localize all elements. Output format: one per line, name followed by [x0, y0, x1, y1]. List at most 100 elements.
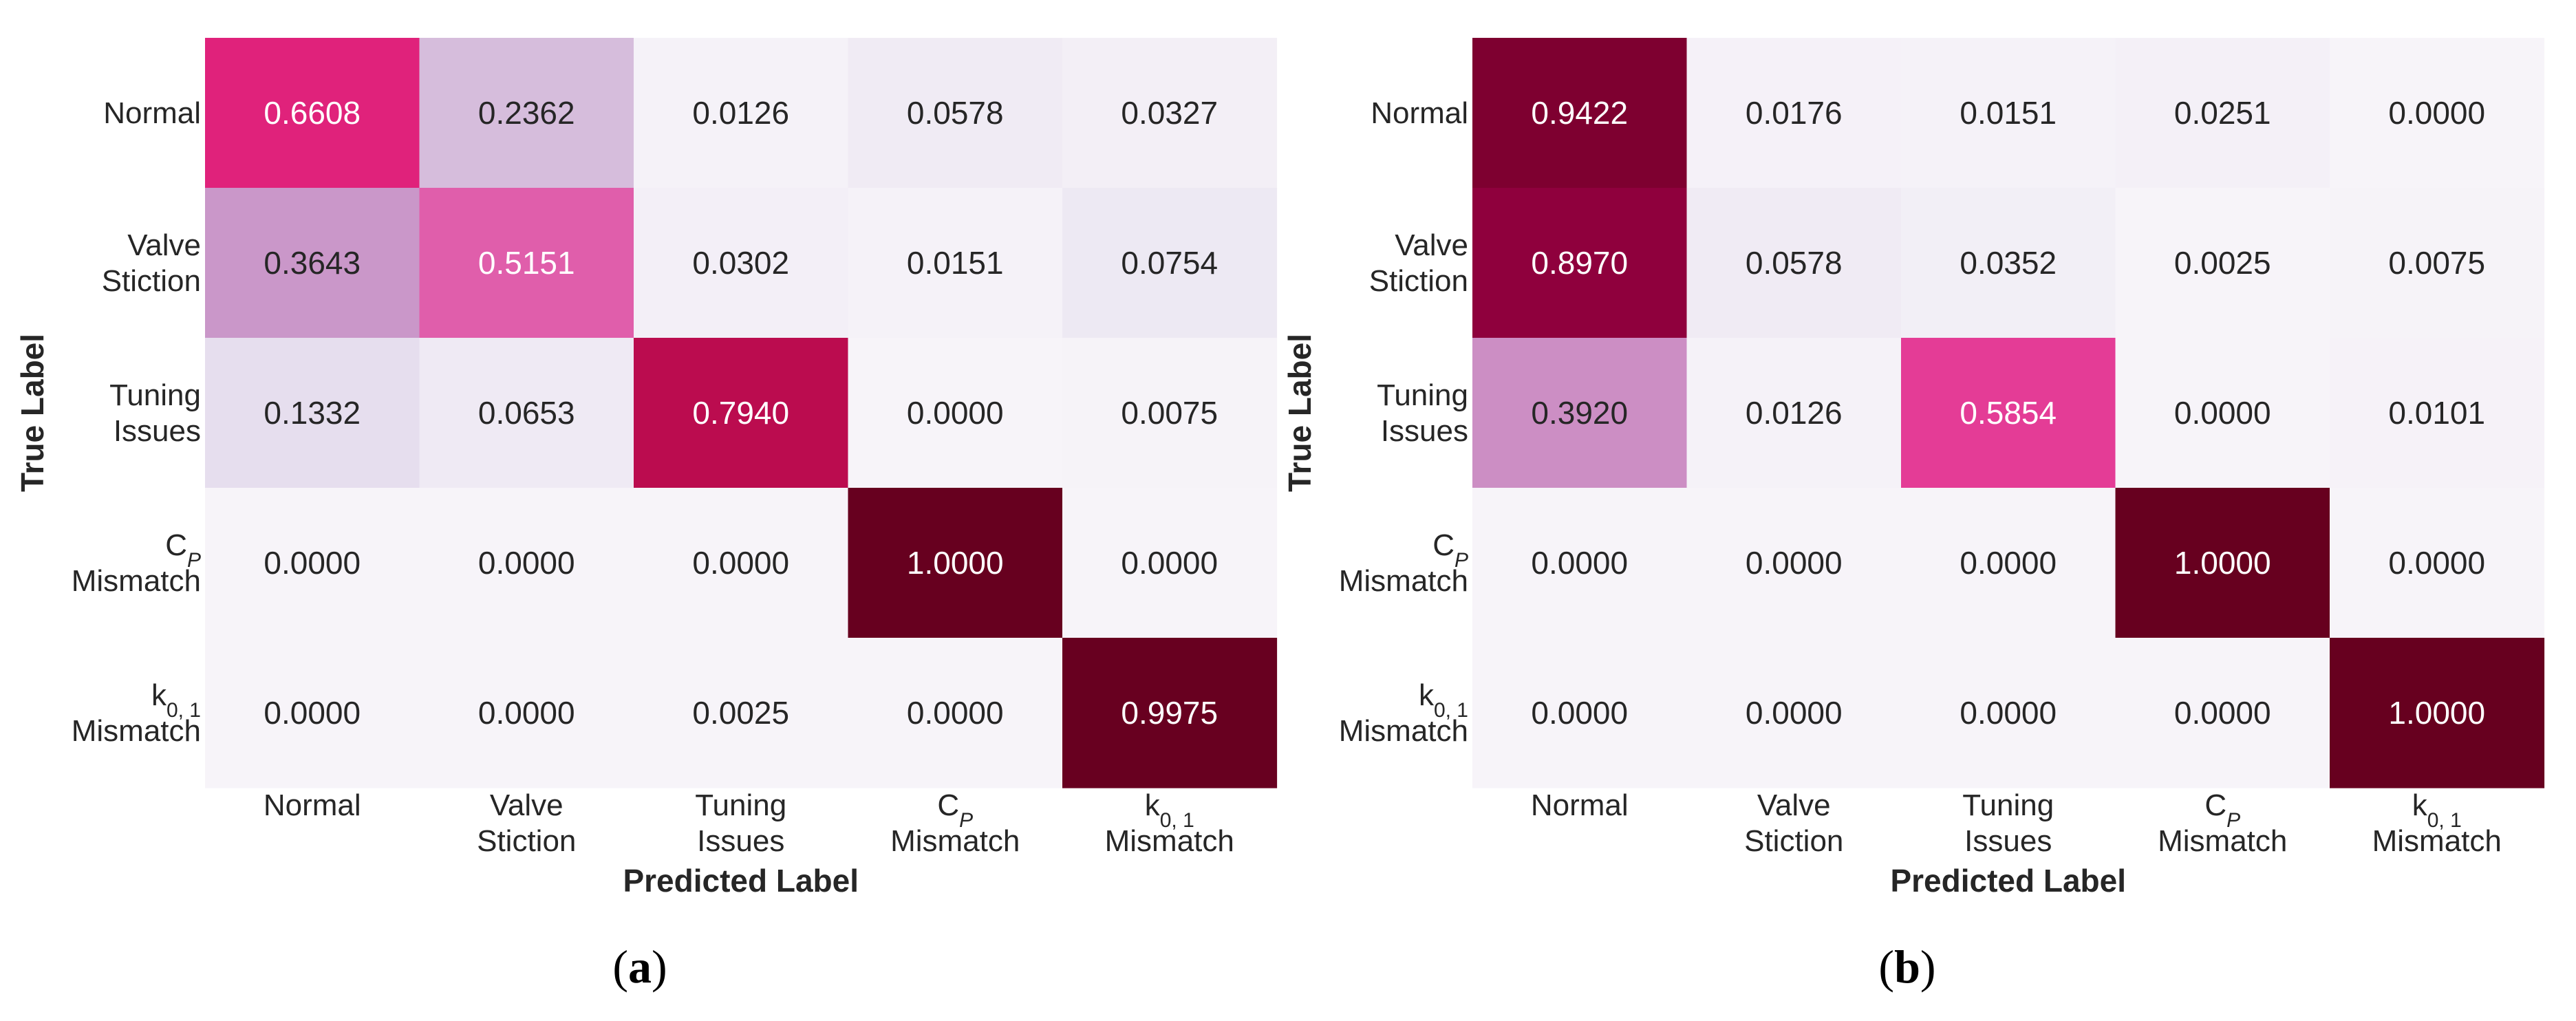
cell-value-label: 0.0075 — [1121, 395, 1218, 431]
cell-value-label: 0.0000 — [478, 695, 575, 731]
heatmap-cell — [1472, 38, 1688, 189]
heatmap-cell — [205, 188, 420, 338]
cell-value-label: 0.0000 — [1531, 695, 1628, 731]
heatmap-cell — [2330, 638, 2545, 788]
heatmap-cell — [1686, 488, 1902, 638]
cell-value-label: 0.0000 — [2388, 545, 2485, 581]
cell-value-label: 0.0000 — [1746, 545, 1843, 581]
cell-value-label: 0.0025 — [2174, 245, 2271, 281]
y-tick-label: Stiction — [102, 264, 201, 298]
heatmap-cell — [848, 338, 1063, 488]
heatmap-cell — [419, 338, 634, 488]
y-tick-label: Stiction — [1369, 264, 1468, 298]
heatmap-panel-1: 0.6608 0.2362 0.0126 0.0578 0.0327 0.3643 0.51… — [14, 38, 1278, 993]
cell-value-label: 0.0000 — [2174, 695, 2271, 731]
x-tick-label: Normal — [264, 788, 361, 822]
cell-value-label: 0.0000 — [1960, 545, 2057, 581]
cell-value-label: 0.0000 — [478, 545, 575, 581]
heatmap-cell — [1901, 188, 2116, 338]
heatmap-cell — [1062, 638, 1278, 788]
cell-value-label: 0.2362 — [478, 95, 575, 131]
heatmap-cell — [419, 638, 634, 788]
cell-value-label: 0.0000 — [1531, 545, 1628, 581]
cell-value-label: 0.0000 — [2388, 95, 2485, 131]
x-tick-label: Stiction — [1744, 824, 1843, 858]
heatmap-cell — [205, 338, 420, 488]
heatmap-cell — [419, 38, 634, 189]
cell-value-label: 0.5151 — [478, 245, 575, 281]
cell-value-label: 0.0151 — [1960, 95, 2057, 131]
cell-value-label: 0.9422 — [1531, 95, 1628, 131]
heatmap-cell — [1472, 338, 1688, 488]
y-tick-label: Mismatch — [1339, 714, 1468, 748]
cell-value-label: 0.3920 — [1531, 395, 1628, 431]
x-tick-label: CP — [2204, 788, 2240, 832]
cell-value-label: 0.0000 — [907, 395, 1004, 431]
x-tick-label: Mismatch — [2372, 824, 2502, 858]
cell-value-label: 0.0025 — [692, 695, 789, 731]
heatmap-cell — [1472, 638, 1688, 788]
y-axis-title: True Label — [14, 334, 50, 492]
cell-value-label: 0.0754 — [1121, 245, 1218, 281]
cell-value-label: 0.1332 — [264, 395, 361, 431]
cell-value-label: 0.9975 — [1121, 695, 1218, 731]
heatmap-cell — [1686, 38, 1902, 189]
y-tick-label: Tuning — [109, 378, 201, 412]
y-tick-label: Issues — [1381, 414, 1468, 448]
heatmap-cell — [1472, 188, 1688, 338]
cell-value-label: 0.0075 — [2388, 245, 2485, 281]
y-tick-label: Mismatch — [72, 564, 201, 598]
heatmap-cell — [419, 488, 634, 638]
cell-value-label: 0.3643 — [264, 245, 361, 281]
heatmap-cell — [1062, 338, 1278, 488]
heatmap-cell — [2115, 338, 2330, 488]
x-tick-label: Tuning — [1962, 788, 2054, 822]
heatmap-cell — [1472, 488, 1688, 638]
heatmap-cell — [2330, 488, 2545, 638]
cell-value-label: 0.0578 — [1746, 245, 1843, 281]
cell-value-label: 0.0000 — [692, 545, 789, 581]
heatmap-cell — [634, 188, 849, 338]
heatmap-cell — [1901, 638, 2116, 788]
heatmap-cell — [1901, 488, 2116, 638]
x-tick-label: Issues — [1964, 824, 2052, 858]
y-tick-label: CP — [165, 528, 201, 572]
cell-value-label: 0.0000 — [1746, 695, 1843, 731]
cell-value-label: 0.0126 — [1746, 395, 1843, 431]
x-axis-title: Predicted Label — [623, 863, 859, 899]
y-axis-title: True Label — [1282, 334, 1318, 492]
cell-value-label: 0.0000 — [907, 695, 1004, 731]
cell-value-label: 0.0653 — [478, 395, 575, 431]
heatmap-cell — [1901, 38, 2116, 189]
heatmap-cell — [848, 188, 1063, 338]
heatmap-cell — [1062, 38, 1278, 189]
y-tick-label: Issues — [114, 414, 201, 448]
heatmap-cell — [2115, 38, 2330, 189]
x-tick-label: Normal — [1531, 788, 1629, 822]
cell-value-label: 0.0126 — [692, 95, 789, 131]
heatmap-panel-2: 0.9422 0.0176 0.0151 0.0251 0.0000 0.8970 0.05… — [1282, 38, 2545, 993]
x-tick-label: Mismatch — [1105, 824, 1234, 858]
x-tick-label: Tuning — [695, 788, 786, 822]
y-tick-label: Mismatch — [1339, 564, 1468, 598]
cell-value-label: 1.0000 — [907, 545, 1004, 581]
heatmap-cell — [2330, 338, 2545, 488]
heatmap-cell — [2330, 38, 2545, 189]
x-tick-label: Mismatch — [890, 824, 1020, 858]
cell-value-label: 0.0151 — [907, 245, 1004, 281]
x-tick-label: Valve — [490, 788, 564, 822]
cell-value-label: 0.0000 — [264, 545, 361, 581]
panel-label: (b) — [1878, 941, 1935, 993]
heatmap-cell — [205, 638, 420, 788]
heatmap-cell — [1686, 188, 1902, 338]
x-tick-label: CP — [937, 788, 973, 832]
cell-value-label: 0.0302 — [692, 245, 789, 281]
heatmap-cell — [2330, 188, 2545, 338]
heatmap-cell — [1062, 488, 1278, 638]
heatmap-cell — [2115, 188, 2330, 338]
cell-value-label: 1.0000 — [2174, 545, 2271, 581]
heatmap-cell — [1901, 338, 2116, 488]
cell-value-label: 0.6608 — [264, 95, 361, 131]
y-tick-label: Mismatch — [72, 714, 201, 748]
